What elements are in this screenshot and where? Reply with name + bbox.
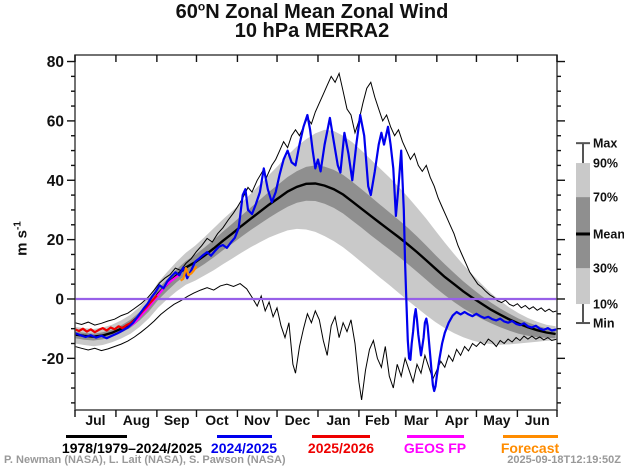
legend-label-30pct: 30% [593,262,618,276]
month-label-mar: Mar [404,412,429,428]
legend-series-label: Forecast [501,440,560,456]
legend-series-label: 2024/2025 [211,440,277,456]
month-label-jun: Jun [525,412,550,428]
legend-label-90pct: 90% [593,157,618,171]
x-axis-ticks: Jul Aug Sep Oct Nov Dec Jan Feb Mar Apr May Jun [74,55,558,428]
legend-series-label: 1978/1979–2024/2025 [62,440,202,456]
y-tick-label: 80 [47,54,64,71]
legend-label-70pct: 70% [593,191,618,205]
legend-label-mean: Mean [593,227,624,241]
climatology-max-line [75,71,557,326]
month-label-jan: Jan [326,412,350,428]
month-label-aug: Aug [123,412,150,428]
month-label-oct: Oct [205,412,229,428]
series-line-forecast [179,265,198,282]
legend-label-max: Max [593,137,617,151]
y-axis-ticks: 80 60 40 20 0 -20 [42,54,565,404]
month-label-sep: Sep [164,412,190,428]
y-tick-label: 40 [47,173,64,190]
month-label-nov: Nov [244,412,271,428]
month-label-feb: Feb [365,412,390,428]
degree-symbol: o [197,0,206,14]
chart-title: 60oN Zonal Mean Zonal Wind 10 hPa MERRA2 [0,0,624,42]
series-line-2024-2025 [75,113,557,393]
legend-series-label: 2025/2026 [308,440,374,456]
month-label-may: May [483,412,510,428]
credit-text: P. Newman (NASA), L. Lait (NASA), S. Paw… [4,454,286,466]
month-label-apr: Apr [445,412,470,428]
month-label-dec: Dec [285,412,311,428]
legend-label-min: Min [593,317,615,331]
legend-label-10pct: 10% [593,298,618,312]
y-tick-label: -20 [42,351,64,368]
chart-title-line1: 60oN Zonal Mean Zonal Wind [175,0,449,23]
plot-frame [74,54,558,411]
climatology-band-10-90 [75,129,556,347]
plot-area [75,71,557,400]
series-legend: 1978/1979–2024/2025 2024/2025 2025/2026 GEO… [62,435,560,456]
y-tick-label: 60 [47,113,64,130]
timestamp-text: 2025-09-18T12:19:50Z [507,454,621,466]
legend-series-label: GEOS FP [404,440,466,456]
y-tick-label: 20 [47,232,64,249]
percentile-legend: Max 90% 70% Mean 30% 10% Min [576,137,624,331]
climatology-min-line [75,283,557,400]
y-tick-label: 0 [55,291,64,308]
chart-title-line2: 10 hPa MERRA2 [234,20,390,42]
month-label-jul: Jul [85,412,105,428]
